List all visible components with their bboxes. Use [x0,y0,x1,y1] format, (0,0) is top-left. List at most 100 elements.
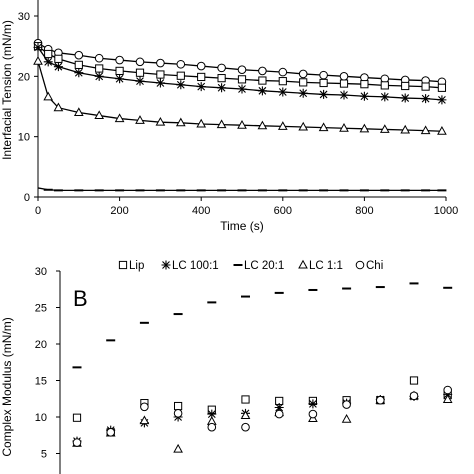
panel-a-point-square-shape [278,77,287,86]
panel-a-point-triangle-shape [339,122,349,132]
panel-a-point-square [299,78,308,87]
panel-a-y-tick-label: 10 [18,132,30,144]
panel-a-point-triangle-shape [420,125,431,135]
panel-a-point-cross-shape [278,87,288,97]
panel-b-point-cross [308,399,318,409]
panel-a-point-triangle [318,122,329,132]
panel-a-point-cross-shape [217,83,227,93]
panel-a-point-square-shape [299,78,308,87]
panel-a-point-square [421,82,430,91]
panel-a-point-square-shape [437,83,447,92]
panel-b-y-tick-label: 30 [35,266,47,278]
panel-a-point-cross [400,93,410,103]
panel-a-point-circle [217,63,226,73]
legend-label: LC 100:1 [172,260,219,272]
panel-b-point-triangle [442,394,453,403]
panel-a-point-cross-shape [196,82,206,92]
panel-a-point-square-shape [135,68,145,77]
panel-a-point-cross [217,83,227,93]
panel-a-point-square-shape [44,49,53,59]
panel-a-point-square [360,80,369,89]
panel-a-point-square [176,71,185,80]
panel-a-series-line-circle [37,42,442,83]
panel-a-point-circle [298,69,308,79]
legend-marker-triangle [298,259,308,269]
panel-b-point-circle-shape [376,395,385,405]
panel-a-point-triangle-shape [155,116,166,126]
panel-b-point-circle [274,409,284,419]
panel-a-point-triangle-shape [277,121,288,130]
panel-a-point-triangle-shape [237,119,247,129]
panel-a-point-cross-shape [43,57,53,67]
panel-a-point-circle [115,55,124,65]
panel-b-point-square [409,376,419,385]
panel-a-point-triangle [277,121,288,130]
panel-a-x-tick-label: 0 [35,205,41,217]
panel-b-point-circle [409,391,419,401]
panel-a-point-cross-shape [359,91,369,101]
panel-a-x-tick-label: 1000 [434,205,458,217]
legend-marker-triangle-shape [298,259,308,269]
panel-b-y-tick-label: 15 [35,376,47,388]
panel-a-point-triangle-shape [73,107,84,117]
panel-b-point-circle-shape [140,402,149,412]
panel-a-point-circle-shape [156,58,165,68]
panel-a-point-square [258,76,267,85]
panel-a-point-square-shape [258,76,267,85]
panel-a-point-triangle [359,123,370,133]
panel-a-point-square [74,60,83,69]
panel-a-point-triangle [53,102,64,112]
panel-a-point-square [44,49,53,59]
panel-a-point-circle-shape [176,59,186,69]
panel-b-y-tick-label: 20 [35,339,47,351]
panel-a-point-square-shape [339,79,349,88]
panel-b-point-triangle-shape [139,415,150,425]
panel-a-point-triangle-shape [53,102,64,112]
panel-a-point-square [217,74,226,83]
panel-a-point-cross [237,84,247,94]
panel-a-point-square-shape [237,75,247,84]
panel-a-point-circle [278,67,288,77]
panel-a-point-cross-shape [33,42,43,52]
panel-a-point-cross [339,90,349,100]
panel-a-point-circle [135,57,145,67]
panel-b-point-circle-shape [443,385,453,395]
panel-a-series-line-cross [37,46,442,101]
panel-a-point-square-shape [421,82,430,91]
panel-b-point-circle [376,395,385,405]
panel-a-point-cross [437,95,447,105]
panel-b-point-cross-shape [207,409,217,419]
panel-b-point-circle-shape [207,422,217,432]
panel-a-point-cross [33,42,43,52]
panel-a-x-tick-label: 600 [274,205,292,217]
panel-b-point-circle-shape [409,391,419,401]
panel-a-point-cross-shape [74,68,84,78]
panel-b-point-triangle [139,415,150,425]
panel-b-point-circle [207,422,217,432]
legend-marker-cross-shape [161,260,171,270]
legend-item-cross: LC 100:1 [161,260,219,272]
panel-a-point-circle-shape [237,65,247,74]
panel-a-point-circle-shape [94,53,104,63]
panel-a-point-cross-shape [135,76,145,86]
panel-a-point-triangle [196,118,207,128]
panel-a-point-square [115,66,124,76]
panel-a-point-triangle-shape [43,91,54,101]
panel-a-point-cross-shape [176,80,186,90]
panel-a-point-cross-shape [400,93,410,103]
panel-a-point-circle [339,72,349,81]
panel-a-point-triangle-shape [135,115,145,124]
panel-a-point-triangle [379,124,390,133]
panel-b-point-circle [241,422,250,432]
legend-marker-square [118,260,128,270]
panel-a-series-line-dash [37,187,442,192]
panel-a-point-circle-shape [115,55,124,65]
panel-a-point-triangle-shape [359,123,370,133]
panel-a-point-square-shape [360,80,369,89]
panel-a-point-circle [319,70,328,80]
panel-a-point-square [135,68,145,77]
legend-label: Chi [366,260,383,272]
panel-b-point-triangle [173,443,183,453]
